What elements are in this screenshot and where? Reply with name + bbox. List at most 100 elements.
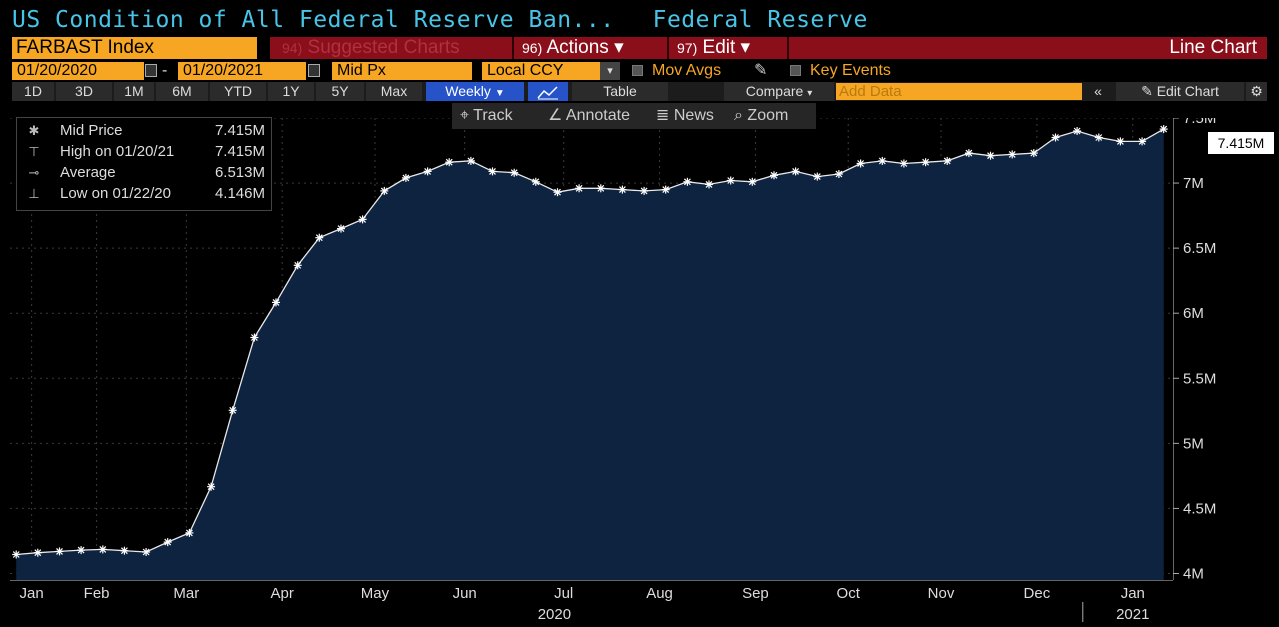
y-tick-label: 4M — [1183, 565, 1204, 580]
data-point — [575, 184, 584, 193]
period-5y[interactable]: 5Y — [316, 82, 364, 101]
calendar-icon[interactable] — [308, 64, 320, 77]
chart-tools-bar: ⌖ Track ∠ Annotate ≣ News ⌕ Zoom — [452, 103, 816, 129]
chevron-down-icon: ▾ — [807, 88, 813, 99]
data-point — [834, 170, 843, 178]
annotate-tool[interactable]: ∠ Annotate — [548, 103, 630, 129]
period-3d[interactable]: 3D — [56, 82, 112, 101]
data-point — [423, 167, 432, 176]
key-events-checkbox[interactable] — [790, 65, 801, 76]
separator — [787, 37, 789, 59]
chevron-down-icon: ▾ — [740, 37, 751, 58]
actions-button[interactable]: 96) Actions ▾ — [522, 37, 624, 59]
actions-label: Actions — [546, 37, 609, 58]
x-tick-label: Jun — [453, 585, 477, 602]
start-date-input[interactable]: 01/20/2020 — [12, 62, 144, 80]
data-point — [943, 156, 952, 165]
data-point — [531, 177, 540, 186]
data-point — [33, 548, 42, 557]
x-tick-label: Jul — [554, 585, 573, 602]
data-point — [315, 233, 324, 242]
edit-num: 97) — [677, 40, 698, 56]
high-marker-icon: ⊤ — [28, 144, 40, 159]
legend-label: Mid Price — [60, 122, 123, 139]
legend-value: 4.146M — [214, 185, 265, 202]
line-chart-icon[interactable] — [528, 82, 568, 101]
legend-row-average: ⊸ Average 6.513M — [17, 162, 273, 183]
edit-button[interactable]: 97) Edit ▾ — [677, 37, 750, 59]
period-max[interactable]: Max — [366, 82, 422, 101]
frequency-label: Weekly — [445, 83, 491, 99]
data-point — [770, 171, 778, 180]
collapse-icon[interactable]: « — [1094, 83, 1102, 99]
mov-avgs-checkbox[interactable] — [632, 65, 643, 76]
data-point — [791, 167, 800, 176]
currency-select[interactable]: Local CCY — [482, 62, 600, 80]
compare-dropdown[interactable]: Compare ▾ — [724, 82, 834, 101]
period-1y[interactable]: 1Y — [268, 82, 314, 101]
news-tool[interactable]: ≣ News — [656, 103, 714, 129]
track-tool[interactable]: ⌖ Track — [460, 103, 513, 129]
x-tick-label: Jan — [20, 585, 44, 602]
triangle-down-icon: ▼ — [494, 88, 505, 99]
chart-plot[interactable] — [10, 118, 1173, 580]
y-tick-label: 6.5M — [1183, 240, 1216, 257]
date-dash: - — [162, 62, 168, 79]
crosshair-icon: ⌖ — [460, 107, 470, 124]
zoom-tool[interactable]: ⌕ Zoom — [734, 103, 788, 129]
field-select[interactable]: Mid Px — [332, 62, 472, 80]
legend-value: 7.415M — [214, 143, 265, 160]
period-ytd[interactable]: YTD — [210, 82, 266, 101]
key-events-label[interactable]: Key Events — [810, 62, 891, 79]
data-point — [488, 167, 497, 176]
edit-chart-button[interactable]: ✎ Edit Chart — [1116, 82, 1244, 101]
period-1m[interactable]: 1M — [114, 82, 154, 101]
data-point — [272, 298, 280, 307]
annotate-icon: ∠ — [548, 107, 563, 124]
series-area — [16, 129, 1164, 580]
calendar-icon[interactable] — [145, 64, 157, 77]
edit-chart-label: Edit Chart — [1156, 83, 1219, 99]
data-point — [228, 406, 237, 415]
ticker-field[interactable]: FARBAST Index — [12, 37, 257, 59]
chart-legend[interactable]: ✱ Mid Price 7.415M ⊤ High on 01/20/21 7.… — [16, 117, 272, 211]
y-tick-label: 5M — [1183, 435, 1204, 452]
suggested-charts-button[interactable]: 94) Suggested Charts — [282, 37, 460, 59]
year-label: 2020 — [538, 606, 571, 623]
asterisk-icon: ✱ — [28, 123, 40, 138]
news-icon: ≣ — [656, 107, 670, 124]
data-point — [337, 224, 345, 233]
legend-label: Low on 01/22/20 — [60, 185, 171, 202]
data-point — [207, 482, 216, 491]
data-point — [250, 333, 259, 342]
dropdown-arrow-icon[interactable]: ▾ — [600, 62, 620, 80]
data-point — [1051, 133, 1060, 142]
gear-icon[interactable]: ⚙ — [1246, 82, 1267, 101]
data-point — [726, 176, 735, 185]
data-point — [77, 546, 86, 555]
actions-num: 96) — [522, 40, 543, 56]
data-point — [293, 261, 302, 270]
data-point — [445, 158, 454, 167]
period-6m[interactable]: 6M — [156, 82, 208, 101]
data-point — [1008, 150, 1017, 159]
mov-avgs-label[interactable]: Mov Avgs — [652, 62, 722, 79]
publisher-text: Federal Reserve — [652, 7, 868, 33]
chart-type-label[interactable]: Line Chart — [1169, 37, 1257, 58]
table-button[interactable]: Table — [572, 82, 668, 101]
separator — [667, 37, 669, 59]
y-axis: 4M 4.5M 5M 5.5M 6M 6.5M 7M 7.5M — [1173, 118, 1216, 580]
y-tick-label: 7.5M — [1183, 118, 1216, 127]
add-data-input[interactable]: Add Data — [836, 83, 1082, 100]
pencil-icon[interactable]: ✎ — [754, 62, 768, 79]
end-date-input[interactable]: 01/20/2021 — [178, 62, 306, 80]
data-point — [358, 215, 367, 224]
x-tick-label: Jan — [1121, 585, 1145, 602]
y-tick-label: 6M — [1183, 305, 1204, 322]
data-point — [618, 185, 627, 194]
frequency-dropdown[interactable]: Weekly ▼ — [426, 82, 524, 101]
pencil-icon: ✎ — [1141, 83, 1153, 99]
period-1d[interactable]: 1D — [12, 82, 54, 101]
y-tick-label: 5.5M — [1183, 370, 1216, 387]
news-label: News — [673, 107, 714, 124]
